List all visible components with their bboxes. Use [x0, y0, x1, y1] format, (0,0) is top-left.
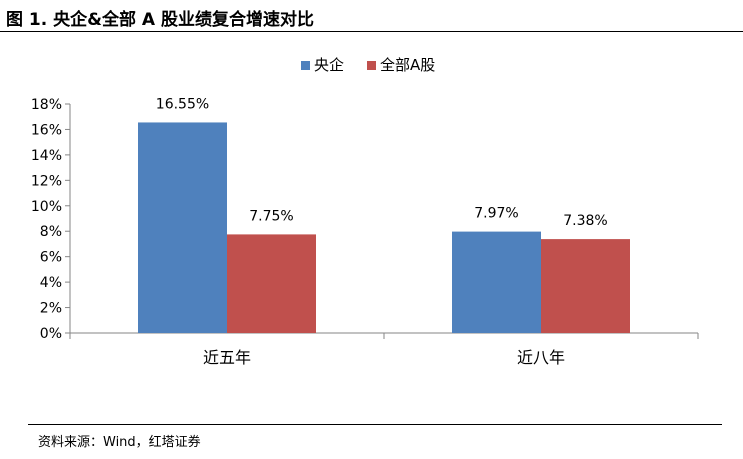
bar-1	[138, 122, 227, 333]
y-tick-label: 0%	[40, 326, 62, 342]
y-tick-label: 6%	[40, 250, 62, 266]
y-tick-label: 10%	[31, 199, 62, 215]
x-category-label: 近五年	[203, 348, 251, 367]
y-tick-label: 16%	[31, 122, 62, 138]
legend-swatch	[367, 61, 376, 70]
legend-swatch	[301, 61, 310, 70]
y-tick-label: 2%	[40, 301, 62, 317]
y-tick-label: 18%	[31, 97, 62, 113]
y-tick-label: 4%	[40, 275, 62, 291]
title-divider	[0, 31, 743, 32]
y-tick-label: 14%	[31, 148, 62, 164]
bar-2	[541, 239, 630, 333]
bar-2	[227, 234, 316, 333]
footer-divider	[28, 424, 722, 425]
bar-chart: 0% 2% 4% 6% 8% 10% 12% 14% 16% 18% 16.55% 7.75% 近五年 7…	[31, 56, 699, 367]
source-note: 资料来源：Wind，红塔证券	[38, 435, 201, 450]
figure-title: 图 1. 央企&全部 A 股业绩复合增速对比	[6, 10, 314, 30]
legend-label: 央企	[314, 56, 344, 74]
x-category-label: 近八年	[517, 348, 565, 367]
bar-value-label: 7.38%	[563, 213, 607, 229]
bar-value-label: 7.75%	[249, 208, 293, 224]
bar-1	[452, 231, 541, 333]
y-tick-label: 8%	[40, 224, 62, 240]
legend-label: 全部A股	[380, 56, 435, 74]
bar-value-label: 16.55%	[156, 96, 209, 112]
y-tick-label: 12%	[31, 173, 62, 189]
bar-value-label: 7.97%	[474, 206, 518, 222]
